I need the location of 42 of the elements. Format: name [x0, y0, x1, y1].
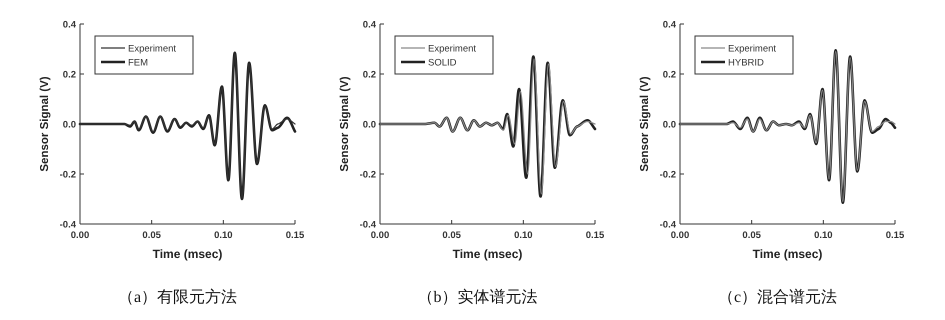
y-tick-label: -0.4 — [360, 220, 377, 230]
y-tick-label: 0.2 — [62, 70, 76, 80]
x-tick-label: 0.05 — [742, 230, 762, 241]
x-axis-title: Time (msec) — [152, 247, 222, 261]
x-tick-label: 0.00 — [370, 230, 390, 241]
x-tick-label: 0.15 — [286, 230, 305, 241]
y-tick-label: 0.4 — [62, 20, 77, 30]
x-tick-label: 0.05 — [142, 230, 162, 241]
x-tick-label: 0.05 — [442, 230, 462, 241]
y-tick-label: -0.2 — [360, 170, 376, 180]
legend-label: SOLID — [428, 58, 457, 68]
x-tick-label: 0.10 — [814, 230, 833, 241]
text: （b）实体谱元法 — [418, 288, 538, 306]
y-axis-title: Sensor Signal (V) — [39, 76, 51, 172]
y-tick-label: 0.0 — [362, 120, 376, 130]
legend-label: Experiment — [728, 44, 776, 54]
y-tick-label: 0.2 — [662, 70, 676, 80]
y-axis-title: Sensor Signal (V) — [639, 76, 651, 172]
x-tick-label: 0.15 — [886, 230, 905, 241]
legend-label: HYBRID — [728, 58, 764, 68]
x-axis-title: Time (msec) — [752, 247, 822, 261]
text: （a）有限元方法 — [118, 288, 238, 306]
x-axis-title: Time (msec) — [452, 247, 522, 261]
x-tick-label: 0.00 — [70, 230, 90, 241]
y-tick-label: -0.4 — [60, 220, 77, 230]
text: （c）混合谱元法 — [718, 288, 838, 306]
y-tick-label: 0.0 — [662, 120, 676, 130]
legend-label: FEM — [128, 58, 148, 68]
x-tick-label: 0.10 — [514, 230, 533, 241]
legend-label: Experiment — [128, 44, 176, 54]
x-tick-label: 0.00 — [670, 230, 690, 241]
y-tick-label: -0.2 — [60, 170, 76, 180]
y-tick-label: 0.4 — [662, 20, 677, 30]
x-tick-label: 0.15 — [586, 230, 605, 241]
y-tick-label: -0.2 — [660, 170, 676, 180]
legend-label: Experiment — [428, 44, 476, 54]
y-axis-title: Sensor Signal (V) — [339, 76, 351, 172]
y-tick-label: 0.0 — [62, 120, 76, 130]
y-tick-label: -0.4 — [660, 220, 677, 230]
y-tick-label: 0.4 — [362, 20, 377, 30]
x-tick-label: 0.10 — [214, 230, 233, 241]
y-tick-label: 0.2 — [362, 70, 376, 80]
